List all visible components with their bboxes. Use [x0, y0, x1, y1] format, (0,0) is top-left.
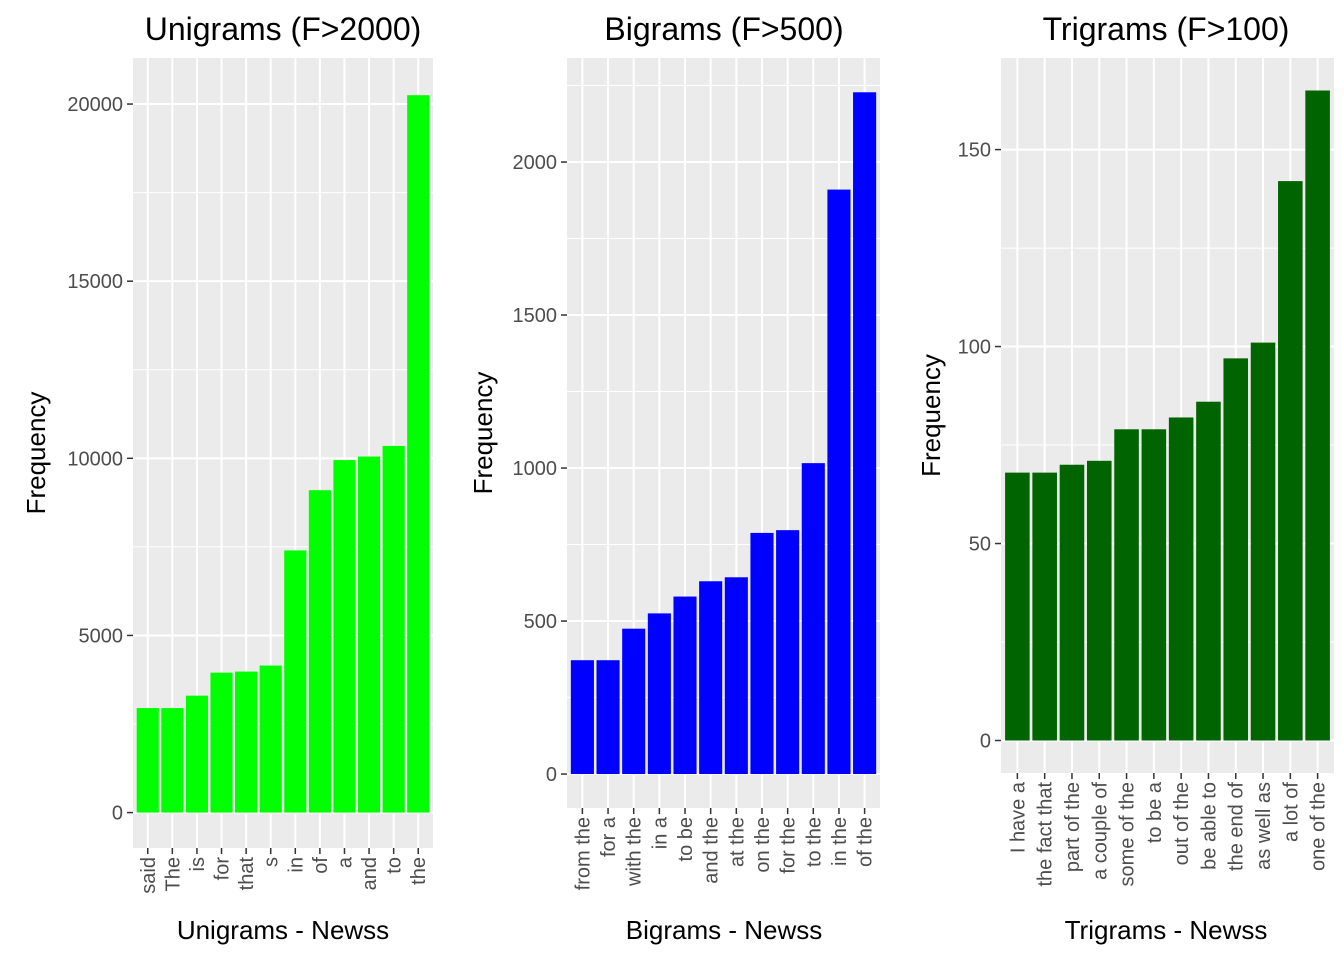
bar [1059, 464, 1085, 741]
category-label: for the [778, 817, 800, 874]
y-axis-title: Frequency [468, 372, 498, 495]
category-label: in a [649, 816, 671, 849]
category-label: be able to [1198, 782, 1220, 870]
bar [1141, 429, 1167, 741]
category-label: from the [572, 817, 594, 890]
category-label: to [384, 857, 406, 874]
category-label: The [162, 857, 184, 891]
y-axis-title: Frequency [21, 392, 51, 515]
bar [724, 577, 748, 775]
y-tick-label: 150 [958, 140, 991, 162]
chart-title: Bigrams (F>500) [604, 11, 843, 47]
category-label: for [212, 857, 234, 881]
y-tick-label: 1000 [513, 458, 558, 480]
category-label: in the [829, 817, 851, 866]
category-label: of [310, 857, 332, 874]
chart-panel: 0 5000 10000 15000 20000 said The is for that s in o… [21, 11, 433, 945]
category-label: at the [726, 817, 748, 867]
category-label: for a [598, 816, 620, 857]
x-axis-title: Bigrams - Newss [626, 915, 822, 945]
chart-title: Trigrams (F>100) [1043, 11, 1290, 47]
category-label: said [138, 857, 160, 894]
bar [622, 628, 646, 775]
bar [235, 671, 258, 813]
y-tick-label: 1500 [513, 305, 558, 327]
bar [647, 613, 671, 775]
category-label: as well as [1253, 782, 1275, 870]
category-label: on the [752, 817, 774, 873]
bar [333, 460, 356, 813]
y-tick-label: 15000 [67, 271, 123, 293]
chart-title: Unigrams (F>2000) [145, 11, 422, 47]
bar [750, 532, 774, 775]
category-label: a couple of [1089, 782, 1111, 880]
bar [1278, 181, 1303, 741]
bar [284, 550, 307, 813]
category-label: to be a [1144, 781, 1166, 843]
bar [801, 463, 825, 775]
bar [673, 596, 697, 775]
bar [210, 672, 233, 813]
bar [1305, 90, 1330, 741]
bar [161, 708, 184, 813]
category-label: and the [701, 817, 723, 884]
y-tick-label: 2000 [513, 152, 558, 174]
bar [358, 456, 381, 813]
category-label: a [334, 856, 356, 868]
category-label: the [408, 857, 430, 885]
bar [1196, 401, 1221, 741]
bar [827, 189, 851, 775]
category-label: to the [803, 817, 825, 867]
bar [382, 445, 405, 813]
category-label: the end of [1226, 782, 1248, 871]
category-label: and [359, 857, 381, 890]
y-tick-label: 5000 [79, 625, 124, 647]
category-label: s [261, 857, 283, 867]
y-tick-label: 10000 [67, 448, 123, 470]
category-label: I have a [1007, 781, 1029, 853]
category-label: to be [675, 817, 697, 861]
bar [570, 660, 594, 775]
bar [1114, 429, 1139, 741]
bar [136, 708, 159, 813]
x-axis-title: Unigrams - Newss [177, 915, 389, 945]
bar [1005, 472, 1030, 741]
bar [185, 695, 208, 813]
y-tick-label: 100 [958, 337, 991, 359]
y-tick-label: 0 [112, 803, 123, 825]
x-axis-title: Trigrams - Newss [1065, 915, 1268, 945]
bar [1032, 472, 1057, 741]
bar [776, 530, 800, 775]
category-label: in [285, 857, 307, 873]
category-label: the fact that [1035, 782, 1057, 887]
y-axis-title: Frequency [916, 354, 946, 477]
y-tick-label: 500 [524, 611, 557, 633]
category-label: part of the [1062, 782, 1084, 872]
y-tick-label: 50 [969, 534, 991, 556]
category-label: that [236, 857, 258, 891]
bar [699, 581, 723, 775]
category-label: some of the [1117, 782, 1139, 887]
category-label: of the [855, 817, 877, 867]
chart-panel: 0 50 100 150 I have a the fact that part of th… [916, 11, 1334, 945]
bar [1168, 417, 1194, 741]
bar [407, 95, 430, 813]
y-tick-label: 0 [980, 731, 991, 753]
category-label: out of the [1171, 782, 1193, 865]
bar [259, 665, 282, 813]
category-label: a lot of [1280, 782, 1302, 842]
bar [596, 660, 620, 775]
bar [1223, 358, 1249, 741]
category-label: with the [624, 817, 646, 887]
bar [853, 92, 877, 775]
bar [1086, 460, 1112, 741]
category-label: one of the [1308, 782, 1330, 871]
y-tick-label: 20000 [67, 94, 123, 116]
bar [308, 490, 331, 813]
bar [1250, 342, 1276, 741]
y-tick-label: 0 [546, 764, 557, 786]
category-label: is [187, 857, 209, 871]
